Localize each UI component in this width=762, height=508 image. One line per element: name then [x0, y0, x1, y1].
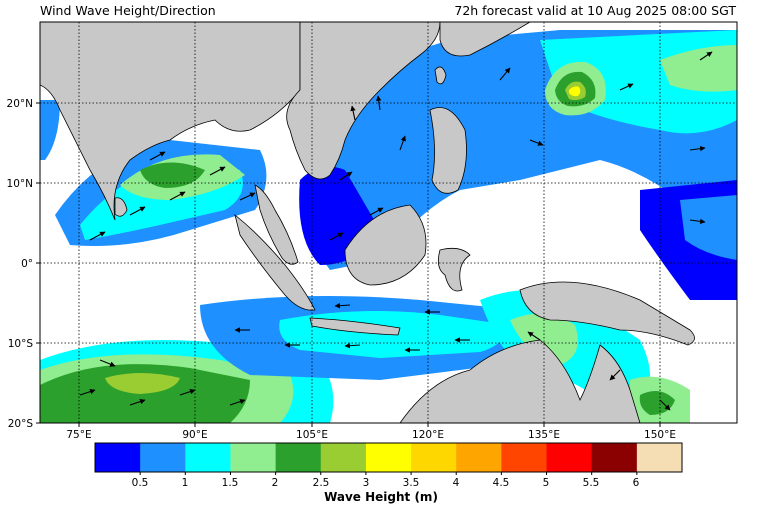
land-malay-peninsula	[254, 184, 299, 265]
cbar-tick-6: 3.5	[403, 477, 420, 489]
lon-label-90: 90°E	[182, 429, 207, 441]
axis-ticks	[36, 102, 661, 427]
land-new-guinea	[519, 281, 695, 346]
cbar-tick-7: 4	[453, 477, 460, 489]
land-borneo	[344, 204, 427, 286]
colorbar-swatch	[320, 443, 367, 472]
cbar-tick-2: 1.5	[222, 477, 239, 489]
cbar-tick-3: 2	[272, 477, 279, 489]
colorbar-ticks: 0.5 1 1.5 2 2.5 3 3.5 4 4.5 5 5.5 6	[132, 477, 640, 489]
colorbar-swatch	[185, 443, 231, 472]
lat-label-20n: 20°N	[7, 98, 33, 110]
wave-area-typhoon-peak	[569, 86, 581, 97]
lat-label-10s: 10°S	[8, 338, 34, 350]
wave-direction-arrows	[79, 51, 713, 411]
lat-label-10n: 10°N	[7, 178, 33, 190]
cbar-tick-10: 5.5	[583, 477, 600, 489]
wave-area-pacific-east-mid	[680, 195, 737, 260]
land-china-coast	[439, 22, 531, 57]
colorbar-swatch	[501, 443, 548, 472]
lon-label-135: 135°E	[528, 429, 560, 441]
land-indochina	[286, 22, 441, 180]
colorbar: 0.5 1 1.5 2 2.5 3 3.5 4 4.5 5 5.5 6	[94, 442, 683, 489]
longitude-labels: 75°E 90°E 105°E 120°E 135°E 150°E	[66, 429, 676, 441]
wave-area-western-pacific-high	[660, 45, 737, 92]
land-java	[309, 317, 401, 336]
colorbar-swatch	[230, 443, 277, 472]
latitude-labels: 20°N 10°N 0° 10°S 20°S	[7, 98, 34, 430]
land-india	[40, 22, 301, 221]
cbar-tick-9: 5	[543, 477, 550, 489]
colorbar-swatch	[275, 443, 322, 472]
forecast-valid-time: 72h forecast valid at 10 Aug 2025 08:00 …	[454, 3, 736, 18]
land-masses	[40, 22, 695, 423]
colorbar-swatch	[411, 443, 457, 472]
lon-label-105: 105°E	[296, 429, 328, 441]
colorbar-swatch	[456, 443, 502, 472]
cbar-tick-4: 2.5	[313, 477, 330, 489]
land-australia	[399, 339, 641, 423]
lon-label-120: 120°E	[412, 429, 444, 441]
land-taiwan	[434, 66, 447, 85]
cbar-tick-5: 3	[363, 477, 370, 489]
wave-area-bay-of-bengal-peak	[140, 162, 205, 188]
wave-area-south-indian-ocean-max	[105, 373, 180, 394]
gridlines	[40, 22, 737, 423]
lon-label-75: 75°E	[66, 429, 91, 441]
lat-label-0: 0°	[21, 258, 33, 270]
colorbar-frame	[94, 442, 683, 473]
cbar-tick-11: 6	[633, 477, 640, 489]
colorbar-swatch	[636, 443, 683, 472]
land-philippines	[429, 107, 467, 194]
colorbar-swatch	[365, 443, 412, 472]
colorbar-swatch	[140, 443, 186, 472]
colorbar-swatch	[95, 443, 141, 472]
wave-area-arafura-high	[510, 313, 578, 365]
land-sulawesi	[437, 247, 471, 292]
wave-area-arabian-west	[40, 100, 60, 160]
land-sri-lanka	[114, 197, 128, 217]
colorbar-swatch	[591, 443, 638, 472]
colorbar-label: Wave Height (m)	[324, 490, 438, 504]
map-title: Wind Wave Height/Direction	[40, 3, 216, 18]
cbar-tick-8: 4.5	[493, 477, 510, 489]
lon-label-150: 150°E	[644, 429, 676, 441]
colorbar-swatch	[546, 443, 593, 472]
cbar-tick-0: 0.5	[132, 477, 149, 489]
cbar-tick-1: 1	[182, 477, 189, 489]
map-frame	[39, 21, 738, 424]
lat-label-20s: 20°S	[8, 418, 34, 430]
